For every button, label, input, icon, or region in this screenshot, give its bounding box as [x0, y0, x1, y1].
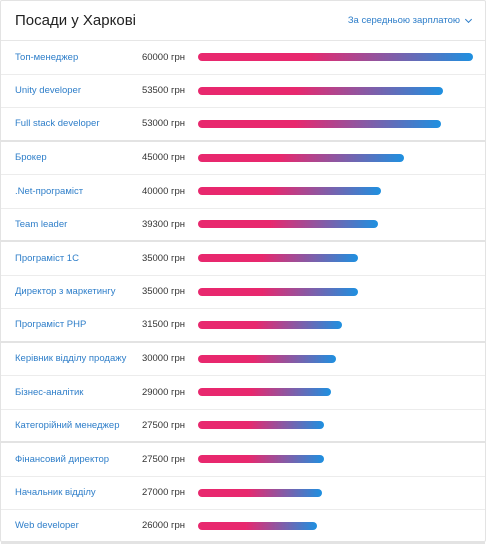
salary-bar-track [198, 354, 473, 363]
salary-value: 45000 грн [141, 152, 185, 164]
salary-bar-track [198, 388, 473, 397]
salary-value: 35000 грн [141, 252, 185, 264]
salary-bar-track [198, 320, 473, 329]
salary-bar [198, 421, 324, 430]
sort-label[interactable]: За середньою зарплатою [347, 15, 460, 26]
position-link[interactable]: Unity developer [15, 85, 82, 97]
salary-bar [198, 53, 473, 62]
position-link[interactable]: Team leader [15, 218, 68, 230]
salary-value: 27000 грн [141, 487, 185, 499]
position-link[interactable]: Full stack developer [15, 118, 100, 130]
position-row: Програміст PHP 31500 грн [1, 309, 485, 343]
salary-bar-track [198, 220, 473, 229]
position-row: Брокер 45000 грн [1, 142, 485, 175]
card-title: Посади у Харкові [15, 12, 136, 29]
salary-bar [198, 287, 358, 296]
position-row: Директор з маркетингу 35000 грн [1, 276, 485, 309]
salary-value: 53500 грн [141, 85, 185, 97]
position-link[interactable]: Категорійний менеджер [15, 419, 120, 431]
salary-bar [198, 153, 404, 162]
position-row: Категорійний менеджер 27500 грн [1, 410, 485, 443]
salary-bar [198, 354, 336, 363]
salary-value: 40000 грн [141, 185, 185, 197]
salary-bar [198, 388, 331, 397]
salary-bar [198, 320, 342, 329]
position-row: Фінансовий директор 27500 грн [1, 443, 485, 477]
salary-value: 31500 грн [141, 319, 185, 331]
chevron-down-icon[interactable] [464, 15, 473, 23]
salary-value: 60000 грн [141, 51, 185, 63]
salary-bar-track [198, 521, 473, 530]
salary-value: 30000 грн [141, 353, 185, 365]
salary-bar [198, 254, 358, 263]
salary-bar-track [198, 421, 473, 430]
position-row: Начальник відділу 27000 грн [1, 477, 485, 510]
salary-value: 53000 грн [141, 118, 185, 130]
salary-bar-track [198, 254, 473, 263]
position-row: Web developer 26000 грн [1, 510, 485, 544]
salary-bar-track [198, 488, 473, 497]
salary-value: 27500 грн [141, 453, 185, 465]
position-link[interactable]: Начальник відділу [15, 487, 96, 499]
position-link[interactable]: Брокер [15, 152, 47, 164]
position-link[interactable]: Програміст 1С [15, 252, 79, 264]
salary-value: 35000 грн [141, 286, 185, 298]
position-row: Топ-менеджер 60000 грн [1, 41, 485, 75]
position-row: Програміст 1С 35000 грн [1, 242, 485, 276]
sort-dropdown[interactable]: За середньою зарплатою [347, 15, 473, 26]
position-row: Unity developer 53500 грн [1, 75, 485, 108]
salary-bar-track [198, 53, 473, 62]
position-link[interactable]: Директор з маркетингу [15, 286, 116, 298]
salary-bar-track [198, 153, 473, 162]
position-link[interactable]: Web developer [15, 520, 79, 532]
position-link[interactable]: Керівник відділу продажу [15, 353, 127, 365]
salary-bar [198, 187, 381, 196]
salary-bar [198, 119, 441, 128]
salary-value: 29000 грн [141, 386, 185, 398]
salary-value: 26000 грн [141, 520, 185, 532]
salary-bar [198, 220, 378, 229]
position-link[interactable]: Бізнес-аналітик [15, 386, 84, 398]
position-link[interactable]: Топ-менеджер [15, 51, 79, 63]
salary-bar [198, 488, 322, 497]
salary-value: 27500 грн [141, 419, 185, 431]
salary-value: 39300 грн [141, 218, 185, 230]
position-link[interactable]: Програміст PHP [15, 319, 87, 331]
positions-list: Топ-менеджер 60000 грн Unity developer 5350… [1, 41, 485, 544]
salary-bar-track [198, 455, 473, 464]
salary-bar-track [198, 287, 473, 296]
salary-bar-track [198, 187, 473, 196]
salary-bar-track [198, 119, 473, 128]
position-link[interactable]: .Net-програміст [15, 185, 84, 197]
salary-bar [198, 455, 324, 464]
salary-bar [198, 521, 317, 530]
position-row: Full stack developer 53000 грн [1, 108, 485, 142]
position-row: .Net-програміст 40000 грн [1, 175, 485, 209]
salary-bar [198, 86, 443, 95]
salary-bar-track [198, 86, 473, 95]
card-header: Посади у Харкові За середньою зарплатою [1, 1, 485, 41]
position-row: Бізнес-аналітик 29000 грн [1, 376, 485, 410]
position-row: Керівник відділу продажу 30000 грн [1, 343, 485, 376]
position-row: Team leader 39300 грн [1, 209, 485, 242]
position-link[interactable]: Фінансовий директор [15, 453, 110, 465]
